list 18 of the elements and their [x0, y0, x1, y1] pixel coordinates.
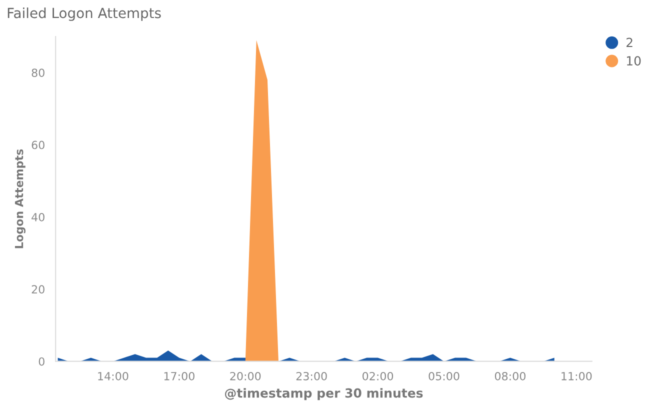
x-tick-label: 20:00 [230, 372, 261, 380]
x-tick-label: 14:00 [98, 372, 128, 380]
x-axis-title: @timestamp per 30 minutes [224, 388, 423, 400]
x-tick-label: 23:00 [296, 372, 327, 380]
x-tick-label: 05:00 [428, 372, 460, 380]
x-tick-label: 11:00 [562, 372, 592, 380]
y-tick-label: 20 [32, 285, 44, 294]
y-tick-label: 80 [32, 68, 44, 78]
x-tick-label: 02:00 [362, 372, 394, 380]
x-tick-label: 08:00 [494, 372, 526, 380]
y-tick-label: 40 [32, 212, 44, 222]
legend-label: 2 [626, 38, 632, 48]
y-tick-label: 0 [38, 357, 44, 366]
y-tick-label: 60 [32, 140, 44, 150]
x-tick-label: 17:00 [164, 372, 194, 380]
y-axis-title: Logon Attempts [14, 149, 26, 248]
chart-title: Failed Logon Attempts [8, 7, 161, 21]
legend-label: 10 [626, 56, 641, 66]
